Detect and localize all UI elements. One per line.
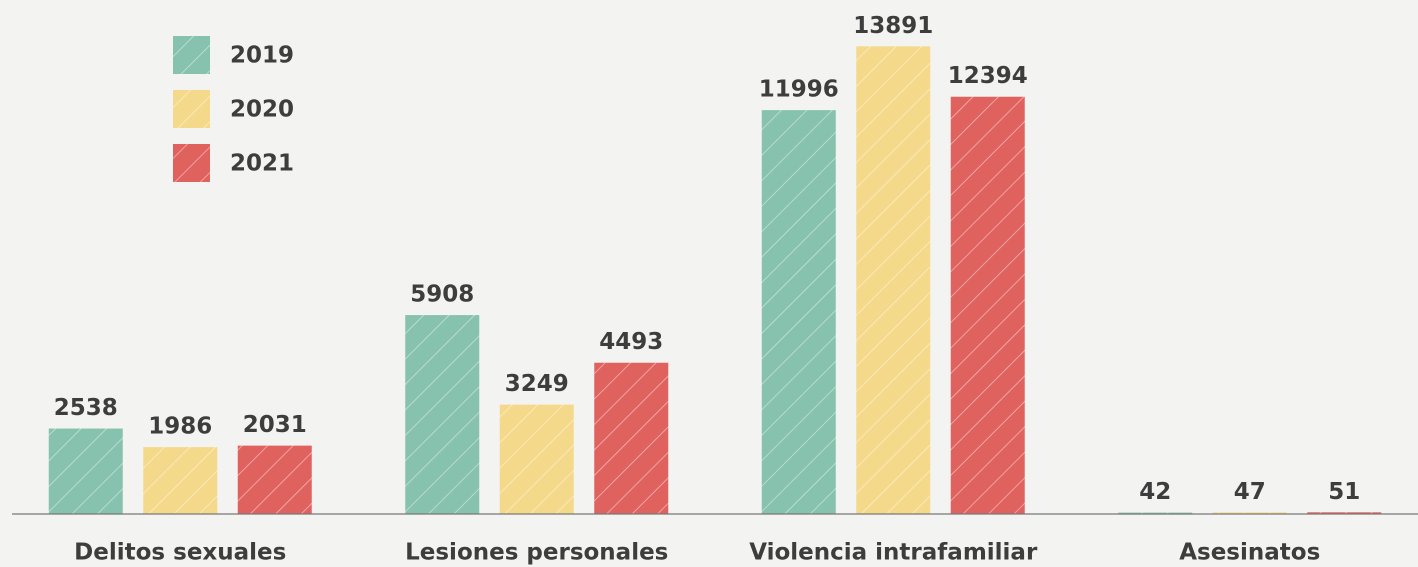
value-label: 12394	[948, 63, 1028, 89]
value-label: 2031	[243, 412, 307, 438]
legend-label: 2021	[230, 151, 294, 177]
legend-label: 2019	[230, 43, 294, 69]
legend-swatch	[173, 144, 210, 182]
value-label: 11996	[759, 77, 839, 103]
x-tick-label: Delitos sexuales	[74, 540, 286, 566]
x-tick-label: Violencia intrafamiliar	[749, 540, 1038, 566]
bar	[761, 110, 836, 514]
value-label: 13891	[853, 13, 933, 39]
bar	[405, 315, 480, 514]
legend-label: 2020	[230, 97, 294, 123]
value-label: 42	[1139, 479, 1171, 505]
bar	[594, 362, 669, 514]
bar	[856, 46, 931, 514]
value-label: 1986	[148, 414, 212, 440]
bar	[143, 447, 218, 514]
x-tick-label: Lesiones personales	[405, 540, 668, 566]
legend-swatch	[173, 36, 210, 74]
value-label: 51	[1328, 479, 1360, 505]
bar	[1307, 512, 1382, 515]
bar	[499, 404, 574, 514]
value-label: 2538	[54, 395, 118, 421]
legend-swatch	[173, 90, 210, 128]
value-label: 3249	[505, 371, 569, 397]
bar	[950, 96, 1025, 514]
bar	[48, 428, 123, 514]
value-label: 47	[1234, 479, 1266, 505]
value-label: 5908	[410, 282, 474, 308]
value-label: 4493	[599, 329, 663, 355]
bar	[237, 445, 312, 514]
x-tick-label: Asesinatos	[1179, 540, 1320, 566]
